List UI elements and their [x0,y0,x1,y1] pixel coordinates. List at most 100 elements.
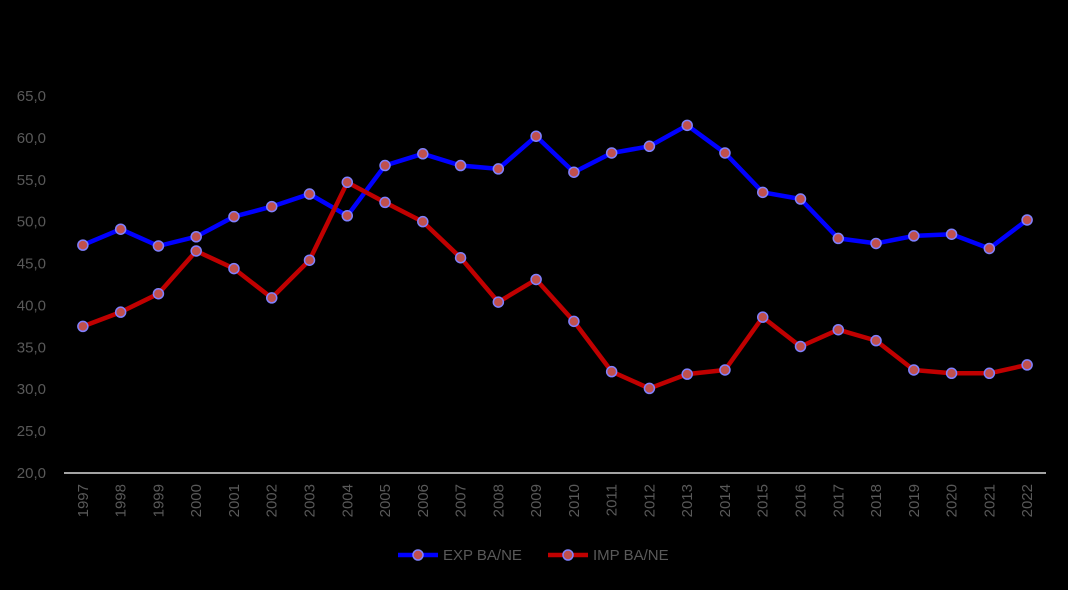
x-tick-label: 2005 [377,484,394,517]
data-point [454,159,467,172]
data-point [756,311,769,323]
data-point [341,176,354,189]
data-point [190,245,202,257]
y-axis-ticks: 20,0 25,0 30,0 35,0 40,0 45,0 50,0 55,0 60,0 65,0 [17,88,46,482]
x-tick-label: 1999 [150,484,167,517]
data-point [756,186,769,199]
data-point [945,228,958,240]
data-point [114,306,127,318]
legend-item: EXP BA/NE [398,547,522,564]
data-point [530,130,542,142]
x-tick-label: 2015 [755,484,772,517]
data-point [983,242,996,255]
x-tick-label: 1997 [75,484,92,517]
y-tick-label: 25,0 [17,423,46,440]
data-point [832,232,845,245]
data-point [341,210,354,222]
data-point [303,254,316,266]
legend-item: IMP BA/NE [548,547,669,564]
legend-label: EXP BA/NE [443,547,522,564]
data-point [643,382,656,395]
data-point [379,159,391,172]
data-point [681,368,693,380]
data-point [190,230,202,243]
data-point [719,147,731,159]
data-point [530,273,542,286]
y-tick-label: 55,0 [17,172,46,189]
data-point [114,223,127,235]
x-tick-label: 2016 [793,484,810,517]
x-tick-label: 2004 [339,484,356,517]
x-tick-label: 2009 [528,484,545,517]
legend-label: IMP BA/NE [593,547,669,564]
series-layer [77,119,1033,395]
data-point [454,251,467,264]
x-tick-label: 2018 [868,484,885,517]
data-point [152,240,165,252]
data-point [568,315,580,328]
data-point [794,340,807,353]
x-tick-label: 2003 [302,484,319,517]
data-point [152,287,165,300]
data-point [417,215,429,228]
legend-marker [412,549,424,561]
y-tick-label: 30,0 [17,381,46,398]
y-tick-label: 65,0 [17,88,46,105]
data-point [492,163,505,175]
data-point [77,320,89,333]
data-point [945,367,958,380]
data-point [719,364,731,376]
x-tick-label: 2001 [226,484,243,517]
data-point [228,262,240,275]
data-point [417,148,429,160]
y-tick-label: 40,0 [17,297,46,314]
x-tick-label: 2011 [604,484,621,516]
x-axis-ticks: 1997 1998 1999 2000 2001 2002 2003 2004 2005 2006… [75,484,1036,517]
x-tick-label: 2006 [415,484,432,517]
data-point [265,292,278,304]
x-tick-label: 2020 [944,484,961,517]
x-tick-label: 2014 [717,484,734,517]
data-point [605,365,618,378]
data-point [379,196,391,209]
data-point [303,188,316,200]
data-point [1021,359,1033,371]
series-imp [77,176,1033,395]
x-tick-label: 2007 [453,484,470,517]
data-point [870,237,882,250]
data-point [265,200,278,213]
data-point [492,296,505,308]
x-tick-label: 2013 [679,484,696,517]
x-tick-label: 2000 [188,484,205,517]
data-point [228,210,240,223]
data-point [832,323,845,336]
legend: EXP BA/NE IMP BA/NE [398,547,669,564]
x-tick-label: 2017 [830,484,847,517]
x-tick-label: 2021 [981,484,998,517]
data-point [77,239,89,251]
y-tick-label: 60,0 [17,130,46,147]
data-point [605,147,618,159]
x-tick-label: 2008 [490,484,507,517]
data-point [983,367,996,380]
data-point [643,140,656,153]
data-point [794,193,807,205]
x-tick-label: 1998 [113,484,130,517]
data-point [908,364,920,376]
data-point [681,119,693,132]
data-point [870,334,882,347]
x-tick-label: 2022 [1019,484,1036,517]
data-point [1021,214,1033,226]
y-tick-label: 20,0 [17,465,46,482]
x-tick-label: 2010 [566,484,583,517]
data-point [908,230,920,242]
y-tick-label: 45,0 [17,256,46,273]
series-exp [77,119,1033,255]
x-tick-label: 2012 [641,484,658,517]
legend-marker [562,549,574,561]
y-tick-label: 50,0 [17,214,46,231]
y-tick-label: 35,0 [17,339,46,356]
data-point [568,166,580,178]
